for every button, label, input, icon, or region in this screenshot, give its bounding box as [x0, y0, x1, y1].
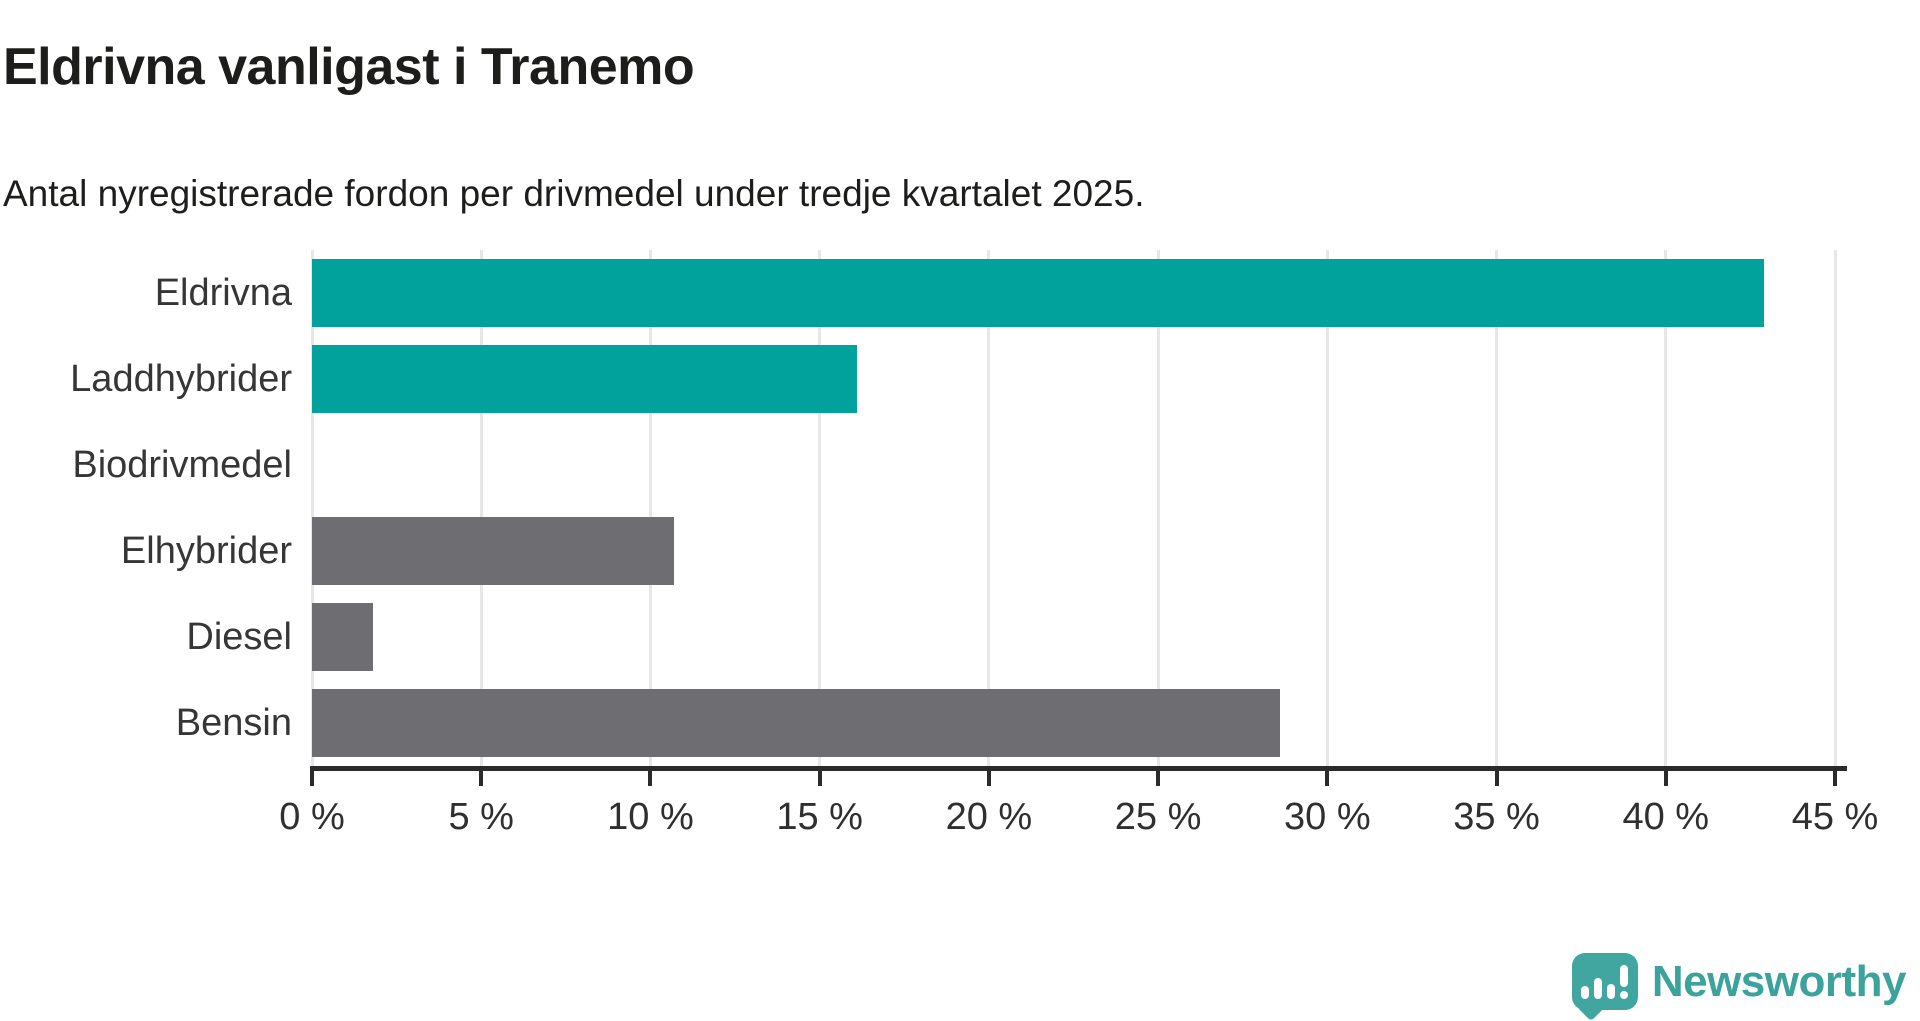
x-tick-label-5: 5 %	[448, 796, 514, 838]
x-tick-10	[648, 771, 653, 786]
category-label-elhybrider: Elhybrider	[120, 529, 292, 572]
category-label-eldrivna: Eldrivna	[154, 271, 292, 314]
x-tick-40	[1663, 771, 1668, 786]
gridline-20	[987, 250, 991, 766]
x-tick-label-15: 15 %	[776, 796, 863, 838]
chart-title: Eldrivna vanligast i Tranemo	[3, 37, 695, 96]
x-tick-label-0: 0 %	[279, 796, 345, 838]
bar-eldrivna	[312, 259, 1764, 327]
gridline-45	[1833, 250, 1837, 766]
x-tick-label-45: 45 %	[1791, 796, 1879, 838]
x-axis-line	[310, 766, 1847, 771]
newsworthy-speech-bubble-chart-icon	[1571, 953, 1638, 1010]
bar-row-laddhybrider	[312, 336, 1835, 422]
gridline-25	[1156, 250, 1160, 766]
x-tick-30	[1325, 771, 1330, 786]
logo-bar-3	[1607, 984, 1616, 999]
x-tick-label-20: 20 %	[945, 796, 1033, 838]
x-tick-20	[986, 771, 991, 786]
gridline-15	[818, 250, 822, 766]
brand-name: Newsworthy	[1651, 956, 1907, 1006]
x-tick-label-40: 40 %	[1622, 796, 1710, 838]
bar-elhybrider	[312, 517, 675, 585]
chart-subtitle: Antal nyregistrerade fordon per drivmede…	[3, 173, 1145, 214]
x-tick-35	[1494, 771, 1499, 786]
bar-row-biodrivmedel	[312, 422, 1835, 508]
x-tick-45	[1833, 771, 1837, 786]
gridline-35	[1495, 250, 1499, 766]
x-tick-label-35: 35 %	[1453, 796, 1540, 838]
category-label-bensin: Bensin	[175, 701, 292, 744]
bar-row-diesel	[312, 594, 1835, 680]
gridline-5	[479, 250, 483, 766]
bar-diesel	[312, 603, 373, 671]
logo-bar-chart-glyph	[1572, 953, 1638, 1010]
bar-row-eldrivna	[312, 250, 1835, 336]
bar-laddhybrider	[312, 345, 857, 413]
bar-bensin	[312, 689, 1280, 757]
x-tick-0	[310, 771, 314, 786]
category-label-laddhybrider: Laddhybrider	[70, 357, 292, 400]
plot-area	[310, 250, 1837, 766]
gridline-0	[310, 250, 314, 766]
logo-exclamation-icon	[1620, 965, 1629, 999]
bar-row-elhybrider	[312, 508, 1835, 594]
bar-row-bensin	[312, 680, 1835, 766]
x-tick-25	[1156, 771, 1161, 786]
gridline-30	[1325, 250, 1329, 766]
category-label-diesel: Diesel	[186, 615, 292, 658]
logo-bar-1	[1581, 986, 1590, 999]
x-tick-label-10: 10 %	[607, 796, 694, 838]
x-tick-15	[817, 771, 822, 786]
x-tick-label-30: 30 %	[1284, 796, 1371, 838]
x-tick-5	[479, 771, 484, 786]
y-axis-labels: Eldrivna Laddhybrider Biodrivmedel Elhybrid…	[0, 250, 292, 766]
newsworthy-logo-link[interactable]: Newsworthy	[1571, 953, 1907, 1010]
gridline-40	[1664, 250, 1668, 766]
category-label-biodrivmedel: Biodrivmedel	[72, 443, 292, 486]
logo-bar-2	[1594, 978, 1603, 999]
x-axis: 0 % 5 % 10 % 15 % 20 % 25 % 30 % 35 % 40 % 45 %	[279, 766, 1878, 856]
gridline-10	[648, 250, 652, 766]
x-tick-label-25: 25 %	[1114, 796, 1202, 838]
